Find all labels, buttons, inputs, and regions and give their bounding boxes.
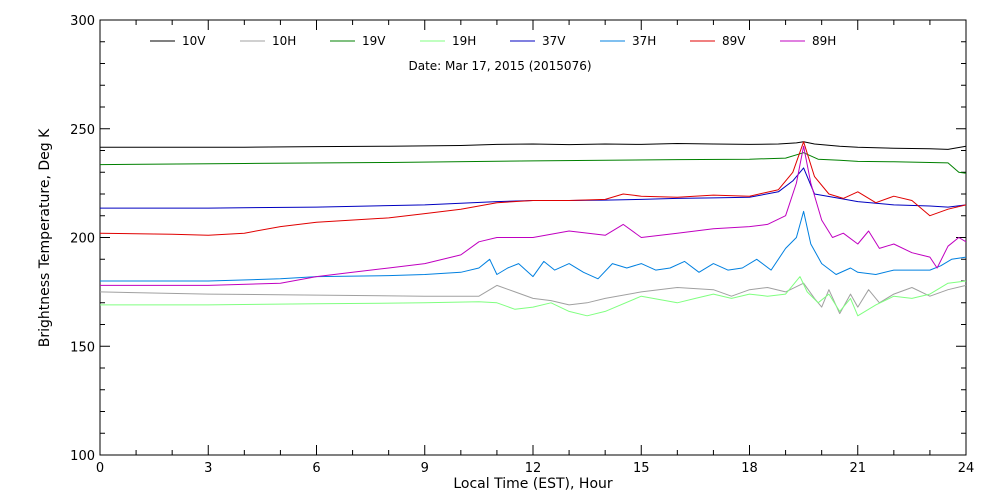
legend-label-89h: 89H [812,34,836,48]
y-axis-title: Brightness Temperature, Deg K [37,128,53,347]
series-line-89h [100,145,967,286]
legend-label-10v: 10V [182,34,206,48]
x-tick-label: 24 [958,461,975,476]
x-tick-label: 21 [849,461,866,476]
series-line-10v [100,141,967,150]
series-line-89v [99,141,967,236]
y-tick-label: 200 [70,232,95,247]
x-tick-label: 9 [421,461,429,476]
y-tick-label: 150 [70,340,95,355]
y-tick-label: 100 [70,449,95,464]
x-tick-label: 0 [96,461,104,476]
y-tick-label: 300 [70,14,95,29]
series-line-19v [99,152,967,174]
x-axis-title: Local Time (EST), Hour [453,476,613,492]
y-tick-labels: 100 150 200 250 300 [70,14,95,464]
series-line-10h [99,282,967,315]
legend-label-10h: 10H [272,34,296,48]
legend-label-37v: 37V [542,34,566,48]
legend-label-89v: 89V [722,34,746,48]
legend-label-37h: 37H [632,34,656,48]
series-line-19h [100,276,967,317]
date-annotation: Date: Mar 17, 2015 (2015076) [408,59,591,73]
x-tick-label: 3 [204,461,212,476]
legend-label-19h: 19H [452,34,476,48]
series-line-37v [100,167,967,209]
x-tick-label: 15 [633,461,650,476]
series-lines [99,141,967,317]
x-tick-labels: 0 3 6 9 12 15 18 21 24 [96,461,974,476]
y-tick-label: 250 [70,123,95,138]
legend: 10V 10H 19V 19H 37V 37H 89V 89H [150,34,836,48]
x-tick-label: 18 [741,461,758,476]
axis-ticks [99,19,967,456]
series-line-37h [100,210,967,282]
x-tick-label: 6 [312,461,320,476]
legend-label-19v: 19V [362,34,386,48]
x-tick-label: 12 [525,461,542,476]
